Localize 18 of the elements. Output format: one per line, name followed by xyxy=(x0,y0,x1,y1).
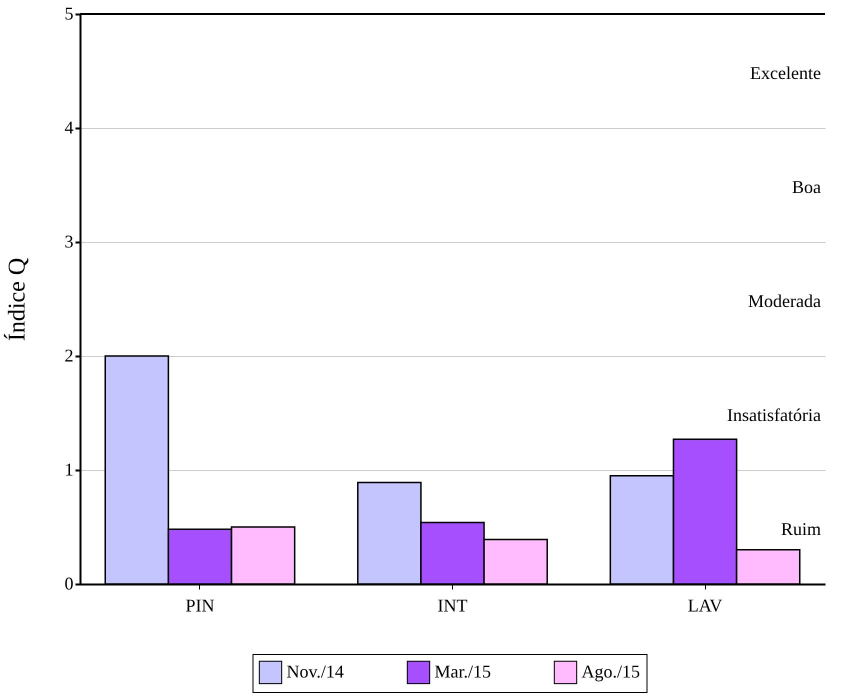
annotation: Moderada xyxy=(748,290,822,311)
y-tick-label: 4 xyxy=(64,118,74,138)
annotation: Excelente xyxy=(750,62,821,83)
y-tick-label: 3 xyxy=(64,232,74,252)
legend-label: Ago./15 xyxy=(582,661,640,682)
annotation: Ruim xyxy=(780,518,821,539)
y-tick-label: 2 xyxy=(64,346,74,366)
y-tick-label: 0 xyxy=(64,574,74,594)
y-tick-label: 5 xyxy=(64,4,74,24)
y-tick-label: 1 xyxy=(64,460,74,480)
y-axis-title: Índice Q xyxy=(4,258,30,342)
legend-label: Nov./14 xyxy=(286,661,344,682)
x-tick-label: LAV xyxy=(688,596,722,616)
annotation: Boa xyxy=(792,176,822,197)
x-tick-label: INT xyxy=(438,596,468,616)
annotation: Insatisfatória xyxy=(727,404,822,425)
x-tick-label: PIN xyxy=(185,596,214,616)
legend-label: Mar./15 xyxy=(434,661,491,682)
